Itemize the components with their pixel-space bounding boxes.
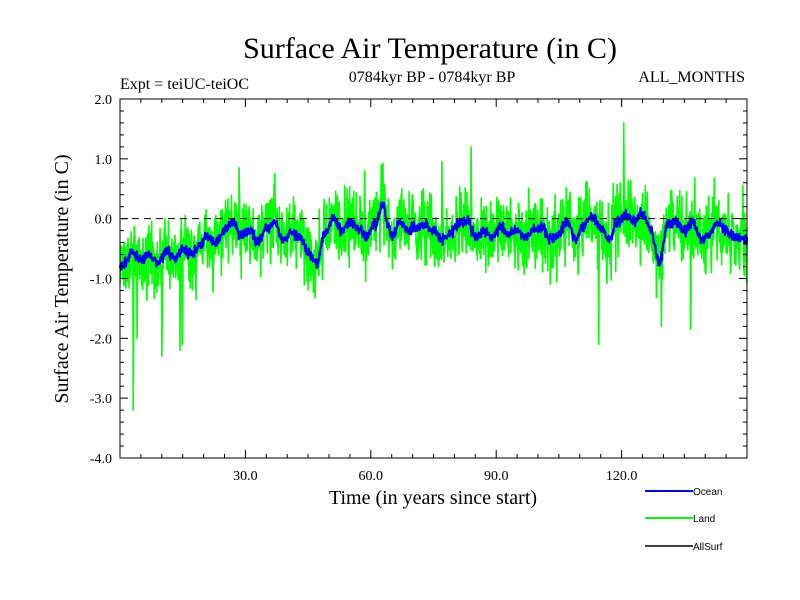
x-tick-label: 30.0 [233,469,258,484]
y-tick-label: 0.0 [95,213,113,228]
x-tick-label: 120.0 [606,469,638,484]
series-line-ocean [118,201,749,272]
legend-label-allsurf: AllSurf [693,542,723,553]
months-label: ALL_MONTHS [638,69,745,86]
plot-area [120,99,747,458]
y-tick-label: 1.0 [95,153,113,168]
experiment-label: Expt = teiUC-teiOC [120,76,249,93]
y-tick-label: 2.0 [95,93,113,108]
period-label: 0784kyr BP - 0784kyr BP [349,69,516,86]
chart-title: Surface Air Temperature (in C) [243,32,617,65]
y-tick-label: -4.0 [90,452,112,467]
y-tick-label: -1.0 [90,273,112,288]
y-axis-label: Surface Air Temperature (in C) [51,154,73,403]
legend-label-ocean: Ocean [693,487,722,498]
x-tick-label: 90.0 [484,469,509,484]
x-tick-label: 60.0 [359,469,384,484]
y-tick-label: -2.0 [90,332,112,347]
legend: Ocean Land AllSurf [645,487,723,553]
legend-label-land: Land [693,514,715,525]
tick-layer: 30.0 60.0 90.0 120.0 2.0 1.0 0.0 -1.0 -2.0 -3.0 -4… [90,93,747,484]
series-layer [118,122,749,411]
y-tick-label: -3.0 [90,392,112,407]
plot-frame [119,98,748,459]
x-axis-label: Time (in years since start) [329,487,537,509]
